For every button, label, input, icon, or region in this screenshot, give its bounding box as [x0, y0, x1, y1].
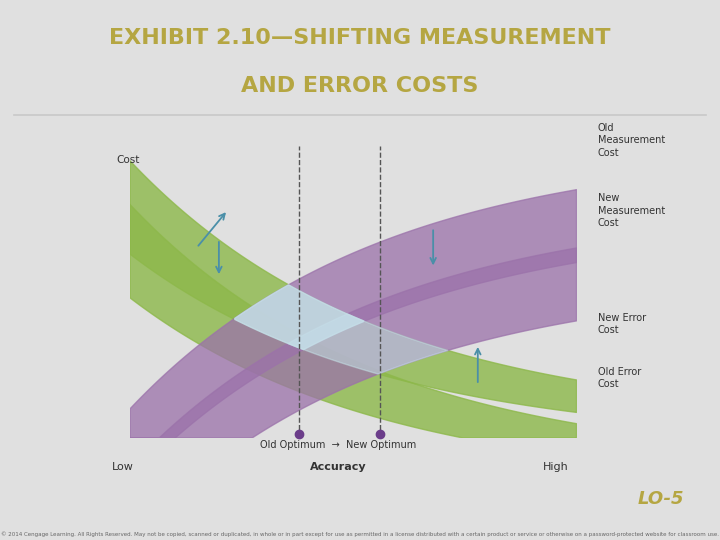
Text: Old
Measurement
Cost: Old Measurement Cost: [598, 123, 665, 158]
Text: EXHIBIT 2.10—SHIFTING MEASUREMENT: EXHIBIT 2.10—SHIFTING MEASUREMENT: [109, 28, 611, 48]
Text: Old Error
Cost: Old Error Cost: [598, 367, 641, 389]
Text: Cost: Cost: [116, 154, 140, 165]
Text: AND ERROR COSTS: AND ERROR COSTS: [241, 76, 479, 96]
Text: Accuracy: Accuracy: [310, 462, 366, 472]
Text: Low: Low: [112, 462, 133, 472]
Text: New
Measurement
Cost: New Measurement Cost: [598, 193, 665, 228]
Text: Old Optimum  →  New Optimum: Old Optimum → New Optimum: [260, 441, 417, 450]
Text: © 2014 Cengage Learning. All Rights Reserved. May not be copied, scanned or dupl: © 2014 Cengage Learning. All Rights Rese…: [1, 532, 719, 537]
Text: LO-5: LO-5: [637, 490, 684, 508]
Text: New Error
Cost: New Error Cost: [598, 313, 646, 335]
Text: High: High: [543, 462, 569, 472]
